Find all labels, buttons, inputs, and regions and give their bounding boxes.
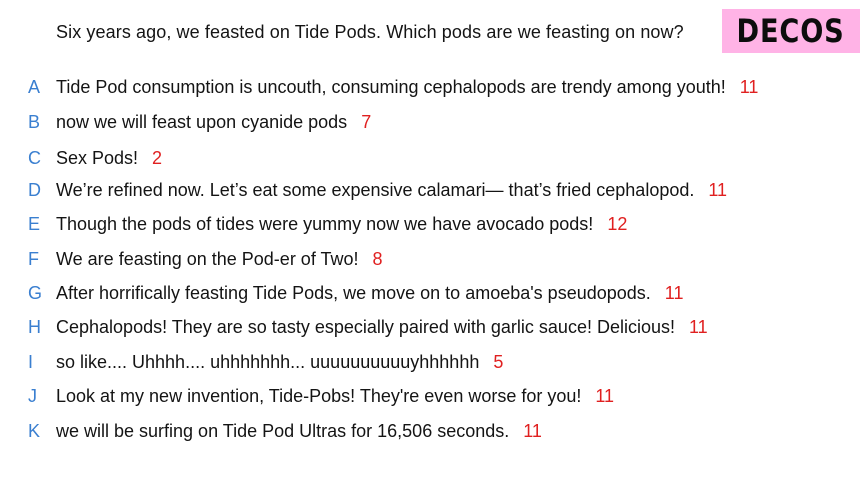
answer-score: 11	[664, 282, 684, 303]
answer-content: we will be surfing on Tide Pod Ultras fo…	[56, 421, 542, 442]
answer-text: Tide Pod consumption is uncouth, consumi…	[56, 76, 726, 97]
answer-text: Cephalopods! They are so tasty especiall…	[56, 316, 675, 337]
answer-score: 7	[361, 111, 372, 132]
answer-text: We’re refined now. Let’s eat some expens…	[56, 179, 695, 200]
answer-letter: F	[28, 248, 39, 269]
decos-badge-label: DECOS	[736, 12, 846, 50]
answer-text: Look at my new invention, Tide-Pobs! The…	[56, 385, 582, 406]
answer-score: 11	[739, 76, 759, 97]
answer-content: We’re refined now. Let’s eat some expens…	[56, 180, 727, 201]
question-heading: Six years ago, we feasted on Tide Pods. …	[56, 22, 684, 42]
answer-letter: C	[28, 147, 41, 168]
answer-letter: K	[28, 420, 41, 441]
answer-text: We are feasting on the Pod-er of Two!	[56, 248, 359, 269]
answer-content: so like.... Uhhhh.... uhhhhhhh... uuuuuu…	[56, 352, 503, 373]
answer-letter: H	[28, 316, 41, 337]
answer-score: 11	[689, 316, 708, 337]
answer-content: Look at my new invention, Tide-Pobs! The…	[56, 386, 614, 407]
answer-score: 11	[595, 385, 615, 406]
answer-score: 2	[152, 147, 163, 168]
answer-score: 11	[708, 179, 728, 200]
answer-score: 12	[607, 213, 628, 234]
answer-score: 11	[523, 420, 542, 441]
answer-letter: B	[28, 111, 41, 132]
answer-letter: D	[28, 179, 41, 200]
decos-badge: DECOS	[722, 9, 860, 53]
answer-text: After horrifically feasting Tide Pods, w…	[56, 282, 651, 303]
answer-content: Though the pods of tides were yummy now …	[56, 214, 627, 235]
answer-letter: I	[28, 351, 34, 372]
answer-letter: G	[28, 282, 43, 303]
answer-content: now we will feast upon cyanide pods 7	[56, 112, 371, 133]
answer-letter: J	[28, 385, 37, 406]
answer-content: Cephalopods! They are so tasty especiall…	[56, 317, 708, 338]
answer-content: Sex Pods! 2	[56, 148, 162, 169]
answer-content: We are feasting on the Pod-er of Two! 8	[56, 249, 383, 270]
answer-score: 8	[372, 248, 383, 269]
answer-score: 5	[493, 351, 504, 372]
answer-text: Sex Pods!	[56, 147, 139, 168]
answer-letter: A	[28, 76, 41, 97]
answer-text: so like.... Uhhhh.... uhhhhhhh... uuuuuu…	[56, 351, 480, 372]
answer-text: we will be surfing on Tide Pod Ultras fo…	[56, 420, 510, 441]
answer-text: Though the pods of tides were yummy now …	[56, 213, 594, 234]
answer-letter: E	[28, 213, 41, 234]
answer-content: After horrifically feasting Tide Pods, w…	[56, 283, 683, 304]
answer-text: now we will feast upon cyanide pods	[56, 111, 348, 132]
answer-content: Tide Pod consumption is uncouth, consumi…	[56, 77, 758, 98]
